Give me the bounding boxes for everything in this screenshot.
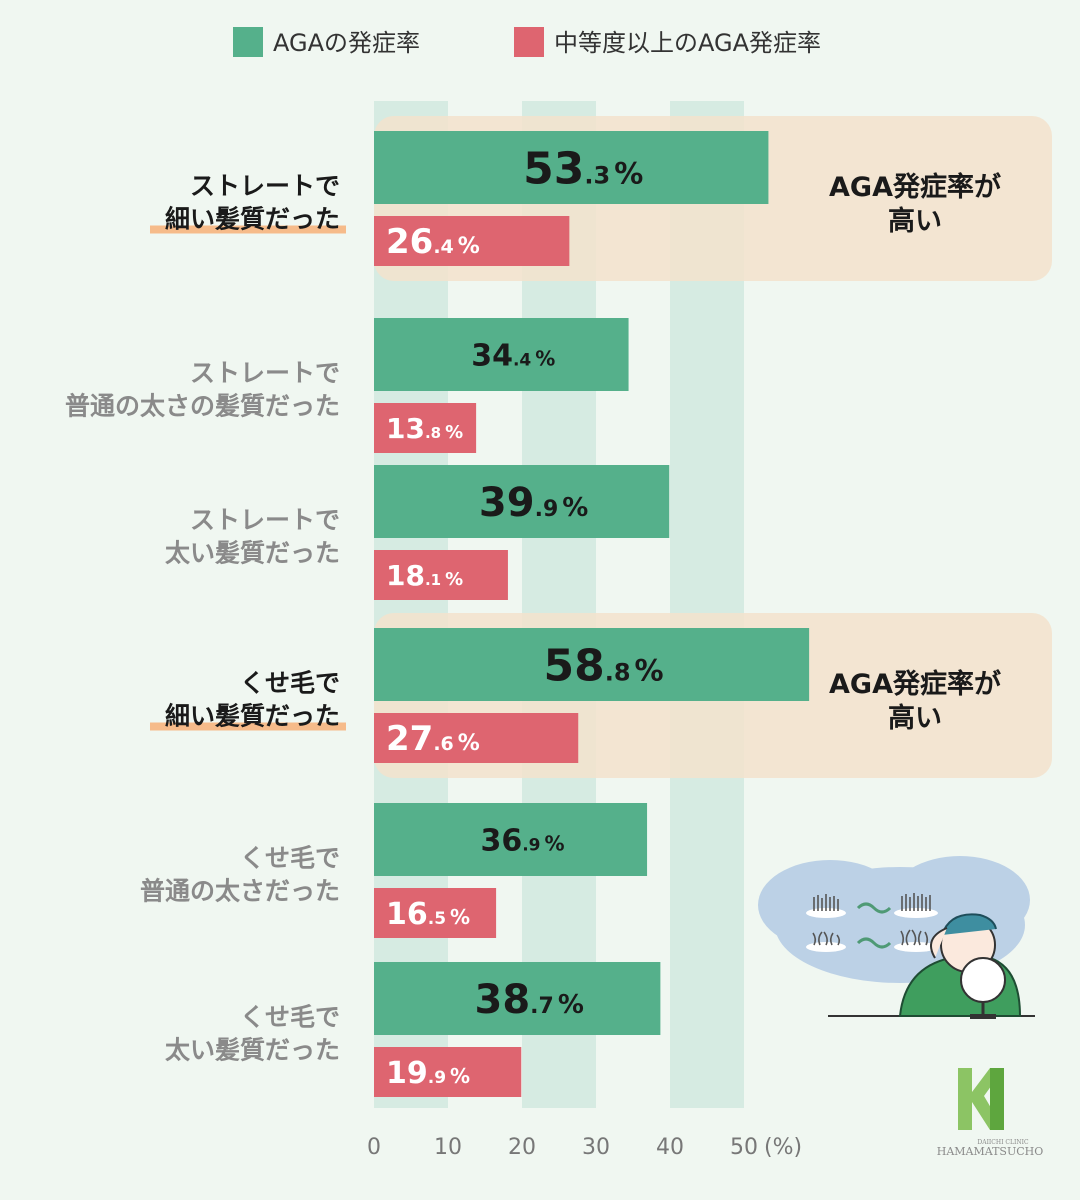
axis-unit-label: (%) <box>764 1135 802 1160</box>
value-label: 27.6% <box>386 719 480 759</box>
label-underline <box>150 722 346 731</box>
value-label: 53.3% <box>523 143 643 194</box>
value-labels: 53.3 % 26.4 % 34.4 % 13.8 % 39.9 % 18.1 % 58.8 % 27.6%… <box>386 143 664 1090</box>
bar <box>374 318 629 391</box>
highlight-text: 高い <box>888 702 942 734</box>
value-label: 26.4% <box>386 222 480 262</box>
category-label: 太い髪質だった <box>165 539 340 568</box>
tick-label: 10 <box>434 1135 462 1160</box>
bar <box>374 628 810 701</box>
category-label: ストレートで <box>190 506 340 535</box>
bar <box>374 803 648 876</box>
value-label: 58.8% <box>543 640 663 691</box>
category-label: ストレートで <box>190 172 340 201</box>
category-label: 細い髪質だった <box>165 702 340 731</box>
legend: AGAの発症率 中等度以上のAGA発症率 <box>233 27 821 57</box>
highlight-text: 高い <box>888 205 942 237</box>
x-axis-ticks: 0 10 20 30 40 50 (%) <box>367 1135 802 1160</box>
highlight-text: AGA発症率が <box>829 171 1001 203</box>
category-label: 太い髪質だった <box>165 1036 340 1065</box>
tick-label: 50 <box>730 1135 758 1160</box>
category-label: 普通の太さの髪質だった <box>65 392 340 421</box>
mirror-icon <box>960 957 1006 1019</box>
curly-hair-icon <box>806 929 938 952</box>
bar <box>374 888 497 938</box>
value-label: 16.5% <box>386 897 470 932</box>
legend-label: 中等度以上のAGA発症率 <box>554 29 821 57</box>
value-label: 36.9% <box>480 823 564 858</box>
value-label: 19.9% <box>386 1056 470 1091</box>
value-label: 13.8% <box>386 412 463 445</box>
bar <box>374 131 769 204</box>
straight-hair-icon <box>806 893 938 918</box>
logo-small-text: DAIICHI CLINIC <box>977 1139 1029 1146</box>
category-label: くせ毛で <box>240 844 340 873</box>
wave-icon <box>856 902 892 914</box>
tick-label: 40 <box>656 1135 684 1160</box>
bar <box>374 465 670 538</box>
tick-label: 0 <box>367 1135 381 1160</box>
category-label: くせ毛で <box>240 669 340 698</box>
bar <box>374 216 570 266</box>
bar <box>374 1047 522 1097</box>
legend-label: AGAの発症率 <box>273 29 420 57</box>
bar <box>374 713 579 763</box>
value-label: 18.1% <box>386 559 463 592</box>
bar <box>374 962 661 1035</box>
bar <box>374 550 508 600</box>
category-label: くせ毛で <box>240 1003 340 1032</box>
tick-label: 30 <box>582 1135 610 1160</box>
value-label: 34.4% <box>471 338 555 373</box>
bar <box>374 403 477 453</box>
clinic-logo: DAIICHI CLINIC HAMAMATSUCHO <box>937 1068 1044 1158</box>
tick-label: 20 <box>508 1135 536 1160</box>
category-label: 普通の太さだった <box>140 877 340 906</box>
category-labels: ストレートで細い髪質だったストレートで普通の太さの髪質だったストレートで太い髪質… <box>65 172 346 1065</box>
logo-name-text: HAMAMATSUCHO <box>937 1145 1044 1158</box>
hair-illustration <box>758 856 1035 1019</box>
value-label: 39.9% <box>479 480 588 526</box>
legend-swatch <box>514 27 544 57</box>
label-underline <box>150 225 346 234</box>
category-label: 細い髪質だった <box>165 205 340 234</box>
value-label: 38.7% <box>474 977 583 1023</box>
highlight-text: AGA発症率が <box>829 668 1001 700</box>
bars <box>374 131 810 1097</box>
category-label: ストレートで <box>190 359 340 388</box>
legend-swatch <box>233 27 263 57</box>
